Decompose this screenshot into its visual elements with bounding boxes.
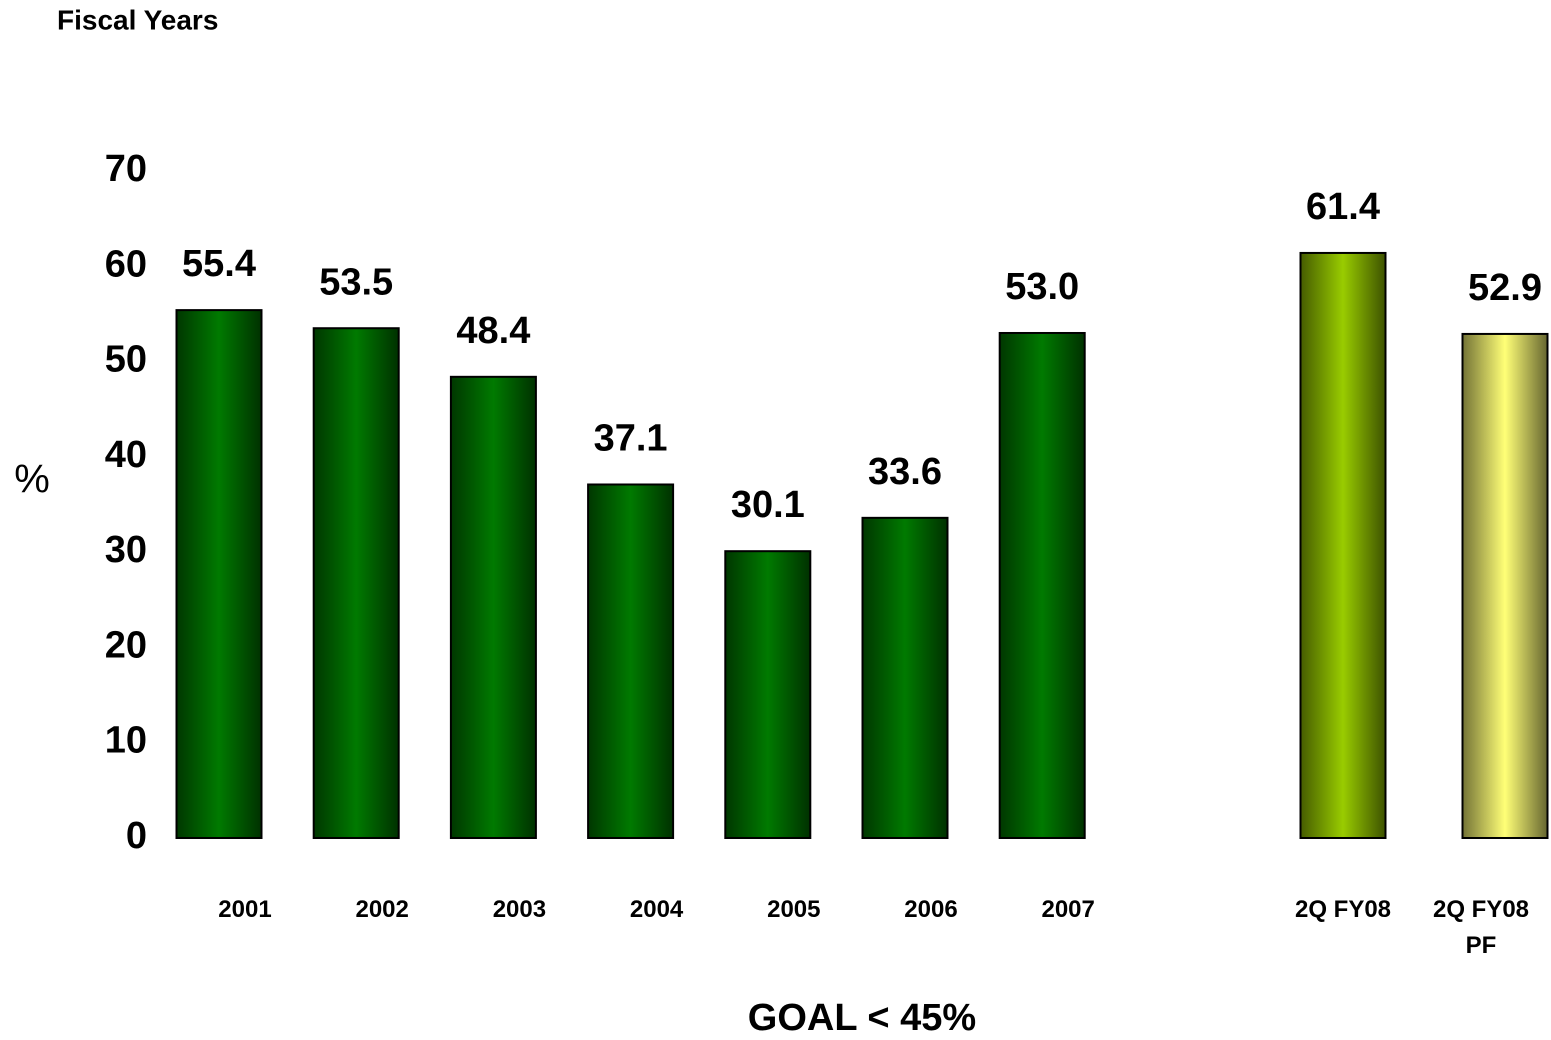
y-tick-label: 10	[105, 720, 147, 762]
value-label: 33.6	[868, 451, 942, 493]
x-tick-label: 2002	[355, 896, 409, 923]
bar	[1461, 332, 1549, 839]
y-tick-label: 40	[105, 434, 147, 476]
value-label: 61.4	[1306, 186, 1380, 228]
bar	[175, 309, 263, 840]
bar	[998, 331, 1086, 839]
x-tick-label: 2Q FY08 PF	[1432, 896, 1530, 959]
x-tick-label: 2007	[1041, 896, 1095, 923]
x-tick-label: 2006	[904, 896, 958, 923]
bar	[724, 550, 812, 839]
bar	[861, 516, 949, 840]
chart-title: Fiscal Years	[57, 4, 218, 35]
x-tick-label: 2Q FY08	[1294, 896, 1392, 923]
y-tick-label: 50	[105, 339, 147, 381]
x-tick-label: 2005	[767, 896, 821, 923]
goal-annotation: GOAL < 45%	[748, 997, 976, 1039]
value-label: 30.1	[731, 484, 805, 526]
y-tick-label: 60	[105, 243, 147, 285]
y-axis-label: %	[14, 458, 50, 502]
value-label: 37.1	[594, 418, 668, 460]
value-label: 55.4	[182, 243, 256, 285]
bar	[449, 375, 537, 839]
y-tick-label: 30	[105, 529, 147, 571]
bar	[1299, 251, 1387, 839]
value-label: 53.0	[1005, 266, 1079, 308]
x-tick-label: 2001	[218, 896, 272, 923]
x-tick-label: 2004	[629, 896, 684, 923]
value-label: 52.9	[1468, 267, 1542, 309]
y-tick-label: 70	[105, 148, 147, 190]
y-tick-label: 0	[126, 815, 147, 857]
x-tick-label: 2003	[492, 896, 547, 923]
bar	[312, 327, 400, 839]
value-label: 53.5	[319, 261, 393, 303]
y-tick-label: 20	[105, 624, 147, 666]
bar	[587, 483, 675, 839]
value-label: 48.4	[456, 310, 530, 352]
